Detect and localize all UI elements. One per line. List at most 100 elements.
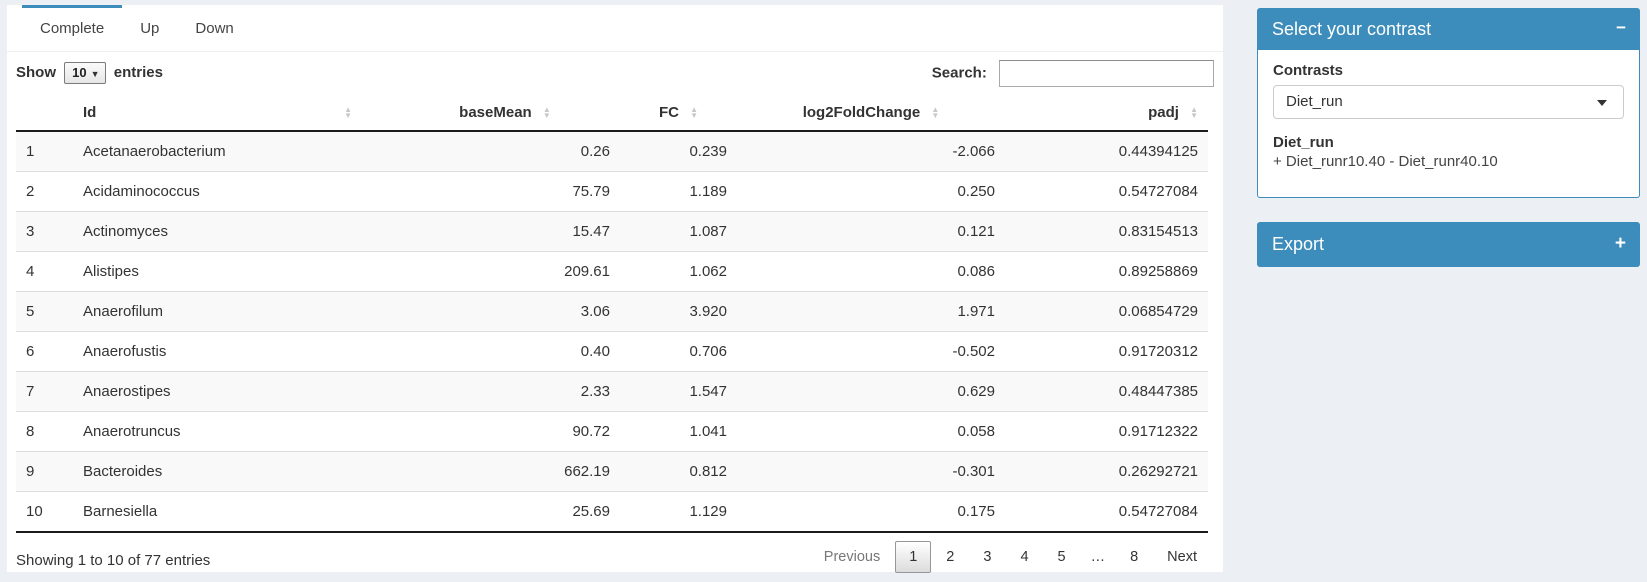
column-label-id: Id — [83, 104, 97, 121]
row-number-cell: 9 — [16, 451, 73, 492]
column-header-log2foldchange[interactable]: log2FoldChange ▲ ▼ — [737, 96, 1005, 132]
sort-icon: ▲ ▼ — [542, 105, 551, 121]
log2foldchange-cell: 0.175 — [737, 491, 1005, 533]
select-contrast-box: Select your contrast − Contrasts Diet_ru… — [1257, 8, 1640, 198]
table-row[interactable]: 2 Acidaminococcus 75.79 1.189 0.250 0.5472708… — [16, 171, 1208, 212]
row-number-cell: 6 — [16, 331, 73, 372]
column-header-basemean[interactable]: baseMean ▲ ▼ — [390, 96, 620, 132]
sort-icon: ▲ ▼ — [1190, 105, 1198, 121]
select-contrast-header: Select your contrast − — [1257, 8, 1640, 50]
column-header-fc[interactable]: FC ▲ ▼ — [620, 96, 737, 132]
column-header-padj[interactable]: padj ▲ ▼ — [1005, 96, 1208, 132]
id-cell: Anaerotruncus — [73, 411, 390, 452]
table-row[interactable]: 1 Acetanaerobacterium 0.26 0.239 -2.066 0.443… — [16, 131, 1208, 172]
contrasts-label: Contrasts — [1273, 62, 1344, 79]
pagination: Previous 1 2 3 4 5 … 8 Next — [809, 541, 1211, 573]
tab-down[interactable]: Down — [195, 20, 234, 37]
sort-icon: ▲ ▼ — [344, 105, 352, 120]
select-contrast-title: Select your contrast — [1272, 19, 1432, 39]
id-cell: Acidaminococcus — [73, 171, 390, 212]
table-body: 1 Acetanaerobacterium 0.26 0.239 -2.066 0.443… — [16, 131, 1208, 533]
id-cell: Anaerofilum — [73, 291, 390, 332]
id-cell: Bacteroides — [73, 451, 390, 492]
table-row[interactable]: 9 Bacteroides 662.19 0.812 -0.301 0.26292721 — [16, 451, 1208, 492]
fc-cell: 1.547 — [620, 371, 737, 412]
row-number-cell: 8 — [16, 411, 73, 452]
log2foldchange-cell: 0.086 — [737, 251, 1005, 292]
log2foldchange-cell: 0.121 — [737, 211, 1005, 252]
table-row[interactable]: 5 Anaerofilum 3.06 3.920 1.971 0.06854729 — [16, 291, 1208, 332]
show-entries-control: Show 10 ▼ entries — [16, 62, 163, 84]
log2foldchange-cell: -0.301 — [737, 451, 1005, 492]
basemean-cell: 15.47 — [390, 211, 620, 252]
fc-cell: 0.706 — [620, 331, 737, 372]
table-row[interactable]: 3 Actinomyces 15.47 1.087 0.121 0.83154513 — [16, 211, 1208, 252]
tab-complete[interactable]: Complete — [22, 5, 123, 50]
table-footer: Showing 1 to 10 of 77 entries Previous 1 2… — [7, 533, 1223, 579]
column-label-basemean: baseMean — [459, 104, 532, 121]
search-label: Search: — [931, 64, 987, 82]
table-row[interactable]: 6 Anaerofustis 0.40 0.706 -0.502 0.91720312 — [16, 331, 1208, 372]
basemean-cell: 75.79 — [390, 171, 620, 212]
padj-cell: 0.54727084 — [1005, 491, 1208, 533]
table-row[interactable]: 8 Anaerotruncus 90.72 1.041 0.058 0.91712322 — [16, 411, 1208, 452]
pagination-page-1[interactable]: 1 — [895, 541, 932, 573]
results-table: Id ▲ ▼ baseMean ▲ ▼ FC ▲ ▼ log2FoldChange ▲… — [16, 96, 1208, 533]
pagination-next-button[interactable]: Next — [1167, 549, 1197, 565]
row-number-cell: 1 — [16, 131, 73, 172]
pagination-page-5[interactable]: 5 — [1057, 549, 1066, 565]
column-header-id[interactable]: Id ▲ ▼ — [73, 96, 390, 132]
sort-icon: ▲ ▼ — [931, 105, 940, 121]
log2foldchange-cell: -2.066 — [737, 131, 1005, 172]
entries-label: entries — [113, 64, 163, 81]
tab-up[interactable]: Up — [140, 20, 160, 37]
pagination-ellipsis: … — [1090, 549, 1106, 565]
export-box[interactable]: Export + — [1257, 222, 1640, 267]
fc-cell: 1.087 — [620, 211, 737, 252]
pagination-previous-button[interactable]: Previous — [823, 549, 881, 565]
log2foldchange-cell: 0.629 — [737, 371, 1005, 412]
show-label: Show — [16, 64, 56, 81]
fc-cell: 3.920 — [620, 291, 737, 332]
table-row[interactable]: 10 Barnesiella 25.69 1.129 0.175 0.54727084 — [16, 491, 1208, 533]
padj-cell: 0.06854729 — [1005, 291, 1208, 332]
id-cell: Barnesiella — [73, 491, 390, 533]
fc-cell: 0.812 — [620, 451, 737, 492]
pagination-page-2[interactable]: 2 — [946, 549, 955, 565]
basemean-cell: 2.33 — [390, 371, 620, 412]
pagination-page-3[interactable]: 3 — [983, 549, 992, 565]
page-size-select[interactable]: 10 ▼ — [64, 62, 106, 84]
padj-cell: 0.83154513 — [1005, 211, 1208, 252]
row-number-cell: 5 — [16, 291, 73, 332]
table-row[interactable]: 4 Alistipes 209.61 1.062 0.086 0.89258869 — [16, 251, 1208, 292]
row-number-cell: 4 — [16, 251, 73, 292]
row-number-cell: 2 — [16, 171, 73, 212]
id-cell: Acetanaerobacterium — [73, 131, 390, 172]
fc-cell: 1.189 — [620, 171, 737, 212]
padj-cell: 0.54727084 — [1005, 171, 1208, 212]
table-row[interactable]: 7 Anaerostipes 2.33 1.547 0.629 0.48447385 — [16, 371, 1208, 412]
results-panel: Complete Up Down Show 10 ▼ entries Search: … — [7, 5, 1223, 573]
log2foldchange-cell: -0.502 — [737, 331, 1005, 372]
search-input[interactable] — [999, 60, 1214, 87]
log2foldchange-cell: 0.058 — [737, 411, 1005, 452]
expand-plus-icon[interactable]: + — [1614, 233, 1626, 254]
export-title: Export — [1272, 234, 1325, 254]
row-number-cell: 7 — [16, 371, 73, 412]
column-label-fc: FC — [658, 104, 679, 121]
showing-entries-info: Showing 1 to 10 of 77 entries — [16, 552, 211, 569]
pagination-page-8[interactable]: 8 — [1130, 549, 1139, 565]
contrast-select[interactable]: Diet_run — [1273, 85, 1624, 119]
basemean-cell: 662.19 — [390, 451, 620, 492]
column-header-rownum — [16, 96, 73, 132]
contrast-name: Diet_run — [1273, 134, 1334, 151]
id-cell: Anaerofustis — [73, 331, 390, 372]
row-number-cell: 3 — [16, 211, 73, 252]
padj-cell: 0.89258869 — [1005, 251, 1208, 292]
collapse-minus-icon[interactable]: − — [1616, 18, 1626, 37]
table-header-row: Id ▲ ▼ baseMean ▲ ▼ FC ▲ ▼ log2FoldChange ▲… — [16, 96, 1208, 132]
row-number-cell: 10 — [16, 491, 73, 533]
pagination-page-4[interactable]: 4 — [1020, 549, 1029, 565]
contrast-select-value: Diet_run — [1286, 93, 1343, 110]
id-cell: Alistipes — [73, 251, 390, 292]
